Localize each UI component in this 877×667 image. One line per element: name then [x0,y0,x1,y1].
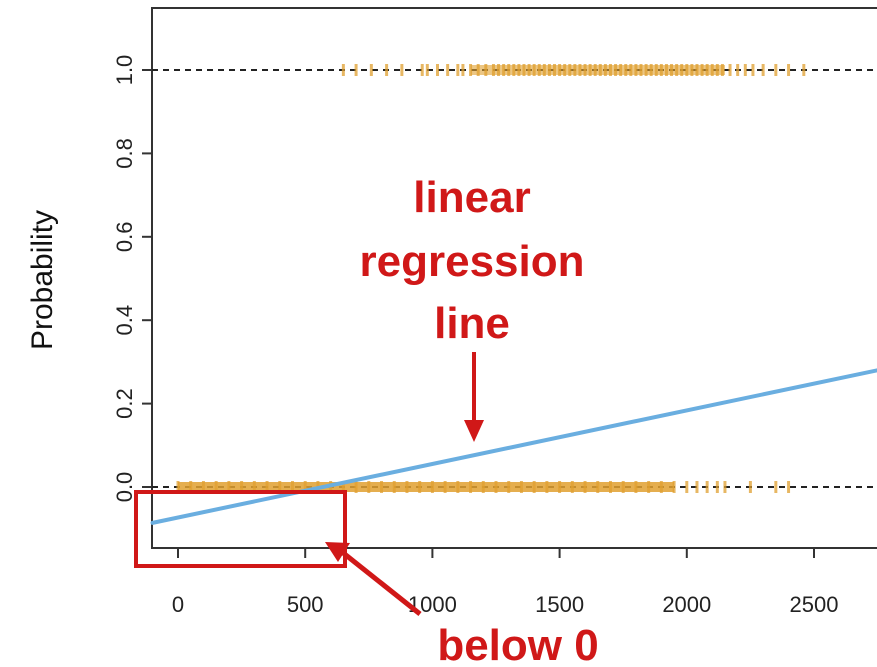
x-tick-label-4: 2000 [662,592,711,617]
x-axis: 0 500 1000 1500 2000 2500 [172,547,839,617]
x-tick-label-1: 500 [287,592,324,617]
y-tick-label-3: 0.6 [112,222,137,253]
y-tick-label-4: 0.8 [112,138,137,169]
below-zero-annotation: below 0 [134,490,599,667]
lower-rug-band [178,482,675,492]
y-tick-label-2: 0.4 [112,305,137,336]
y-tick-label-0: 0.0 [112,472,137,503]
annotation-line-3: line [434,299,510,348]
below-zero-arrow-shaft [340,550,422,616]
upper-rug-band [470,65,725,75]
below-zero-arrow-head [325,542,350,562]
y-tick-label-5: 1.0 [112,55,137,86]
regression-line [150,368,877,525]
y-axis-label: Probability [26,210,59,350]
below-zero-box [134,490,347,568]
x-tick-label-0: 0 [172,592,184,617]
x-tick-label-3: 1500 [535,592,584,617]
y-tick-label-1: 0.2 [112,388,137,419]
linear-regression-annotation: linear regression line [360,173,585,442]
below-zero-label: below 0 [437,621,598,667]
y-axis: 0.0 0.2 0.4 0.6 0.8 1.0 [112,55,152,503]
x-tick-label-5: 2500 [790,592,839,617]
rug-upper [341,64,806,76]
annotation-line-1: linear [413,173,530,222]
annotation-arrow-head [464,420,484,442]
annotation-line-2: regression [360,237,585,286]
